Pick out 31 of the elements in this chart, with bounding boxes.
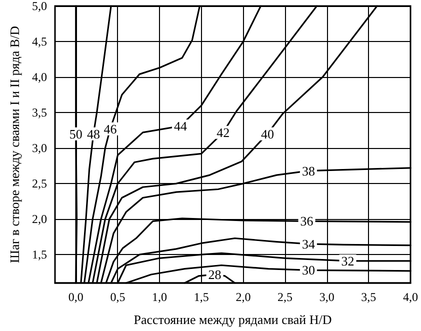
y-tick-label: 1,5 bbox=[32, 248, 47, 262]
y-axis-title: Шаг в створе между сваями I и II ряда B/D bbox=[7, 26, 22, 264]
annotation: 48 bbox=[86, 126, 100, 142]
x-tick-label: 0,5 bbox=[110, 290, 126, 304]
annotation: 42 bbox=[216, 124, 230, 140]
x-tick-label: 4,0 bbox=[403, 290, 418, 304]
x-axis-title: Расстояние между рядами свай H/D bbox=[134, 312, 332, 327]
x-tick-label: 0,0 bbox=[68, 290, 84, 304]
annotation: 38 bbox=[302, 163, 315, 178]
x-tick-label: 3,0 bbox=[319, 290, 334, 304]
annotation: 46 bbox=[104, 121, 118, 136]
annotation: 30 bbox=[302, 262, 315, 278]
y-tick-label: 2,5 bbox=[32, 176, 47, 191]
annotation: 28 bbox=[208, 266, 222, 282]
x-tick-label: 2,5 bbox=[278, 290, 293, 304]
x-tick-label: 3,5 bbox=[361, 290, 376, 304]
annotation: 36 bbox=[300, 214, 314, 229]
annotation: 44 bbox=[174, 118, 188, 134]
y-tick-label: 2,0 bbox=[32, 212, 47, 226]
y-tick-label: 3,5 bbox=[32, 106, 47, 120]
annotation: 50 bbox=[69, 126, 82, 142]
x-tick-label: 2,0 bbox=[236, 290, 251, 304]
annotation: 40 bbox=[260, 126, 274, 142]
y-tick-label: 3,0 bbox=[32, 141, 47, 156]
y-tick-label: 4,5 bbox=[32, 34, 47, 49]
annotation: 34 bbox=[302, 236, 316, 252]
x-tick-label: 1,5 bbox=[194, 290, 209, 304]
y-tick-label: 4,0 bbox=[32, 70, 47, 84]
y-tick-label: 5,0 bbox=[32, 0, 47, 13]
x-tick-label: 1,0 bbox=[152, 290, 168, 304]
annotation: 32 bbox=[341, 253, 354, 268]
